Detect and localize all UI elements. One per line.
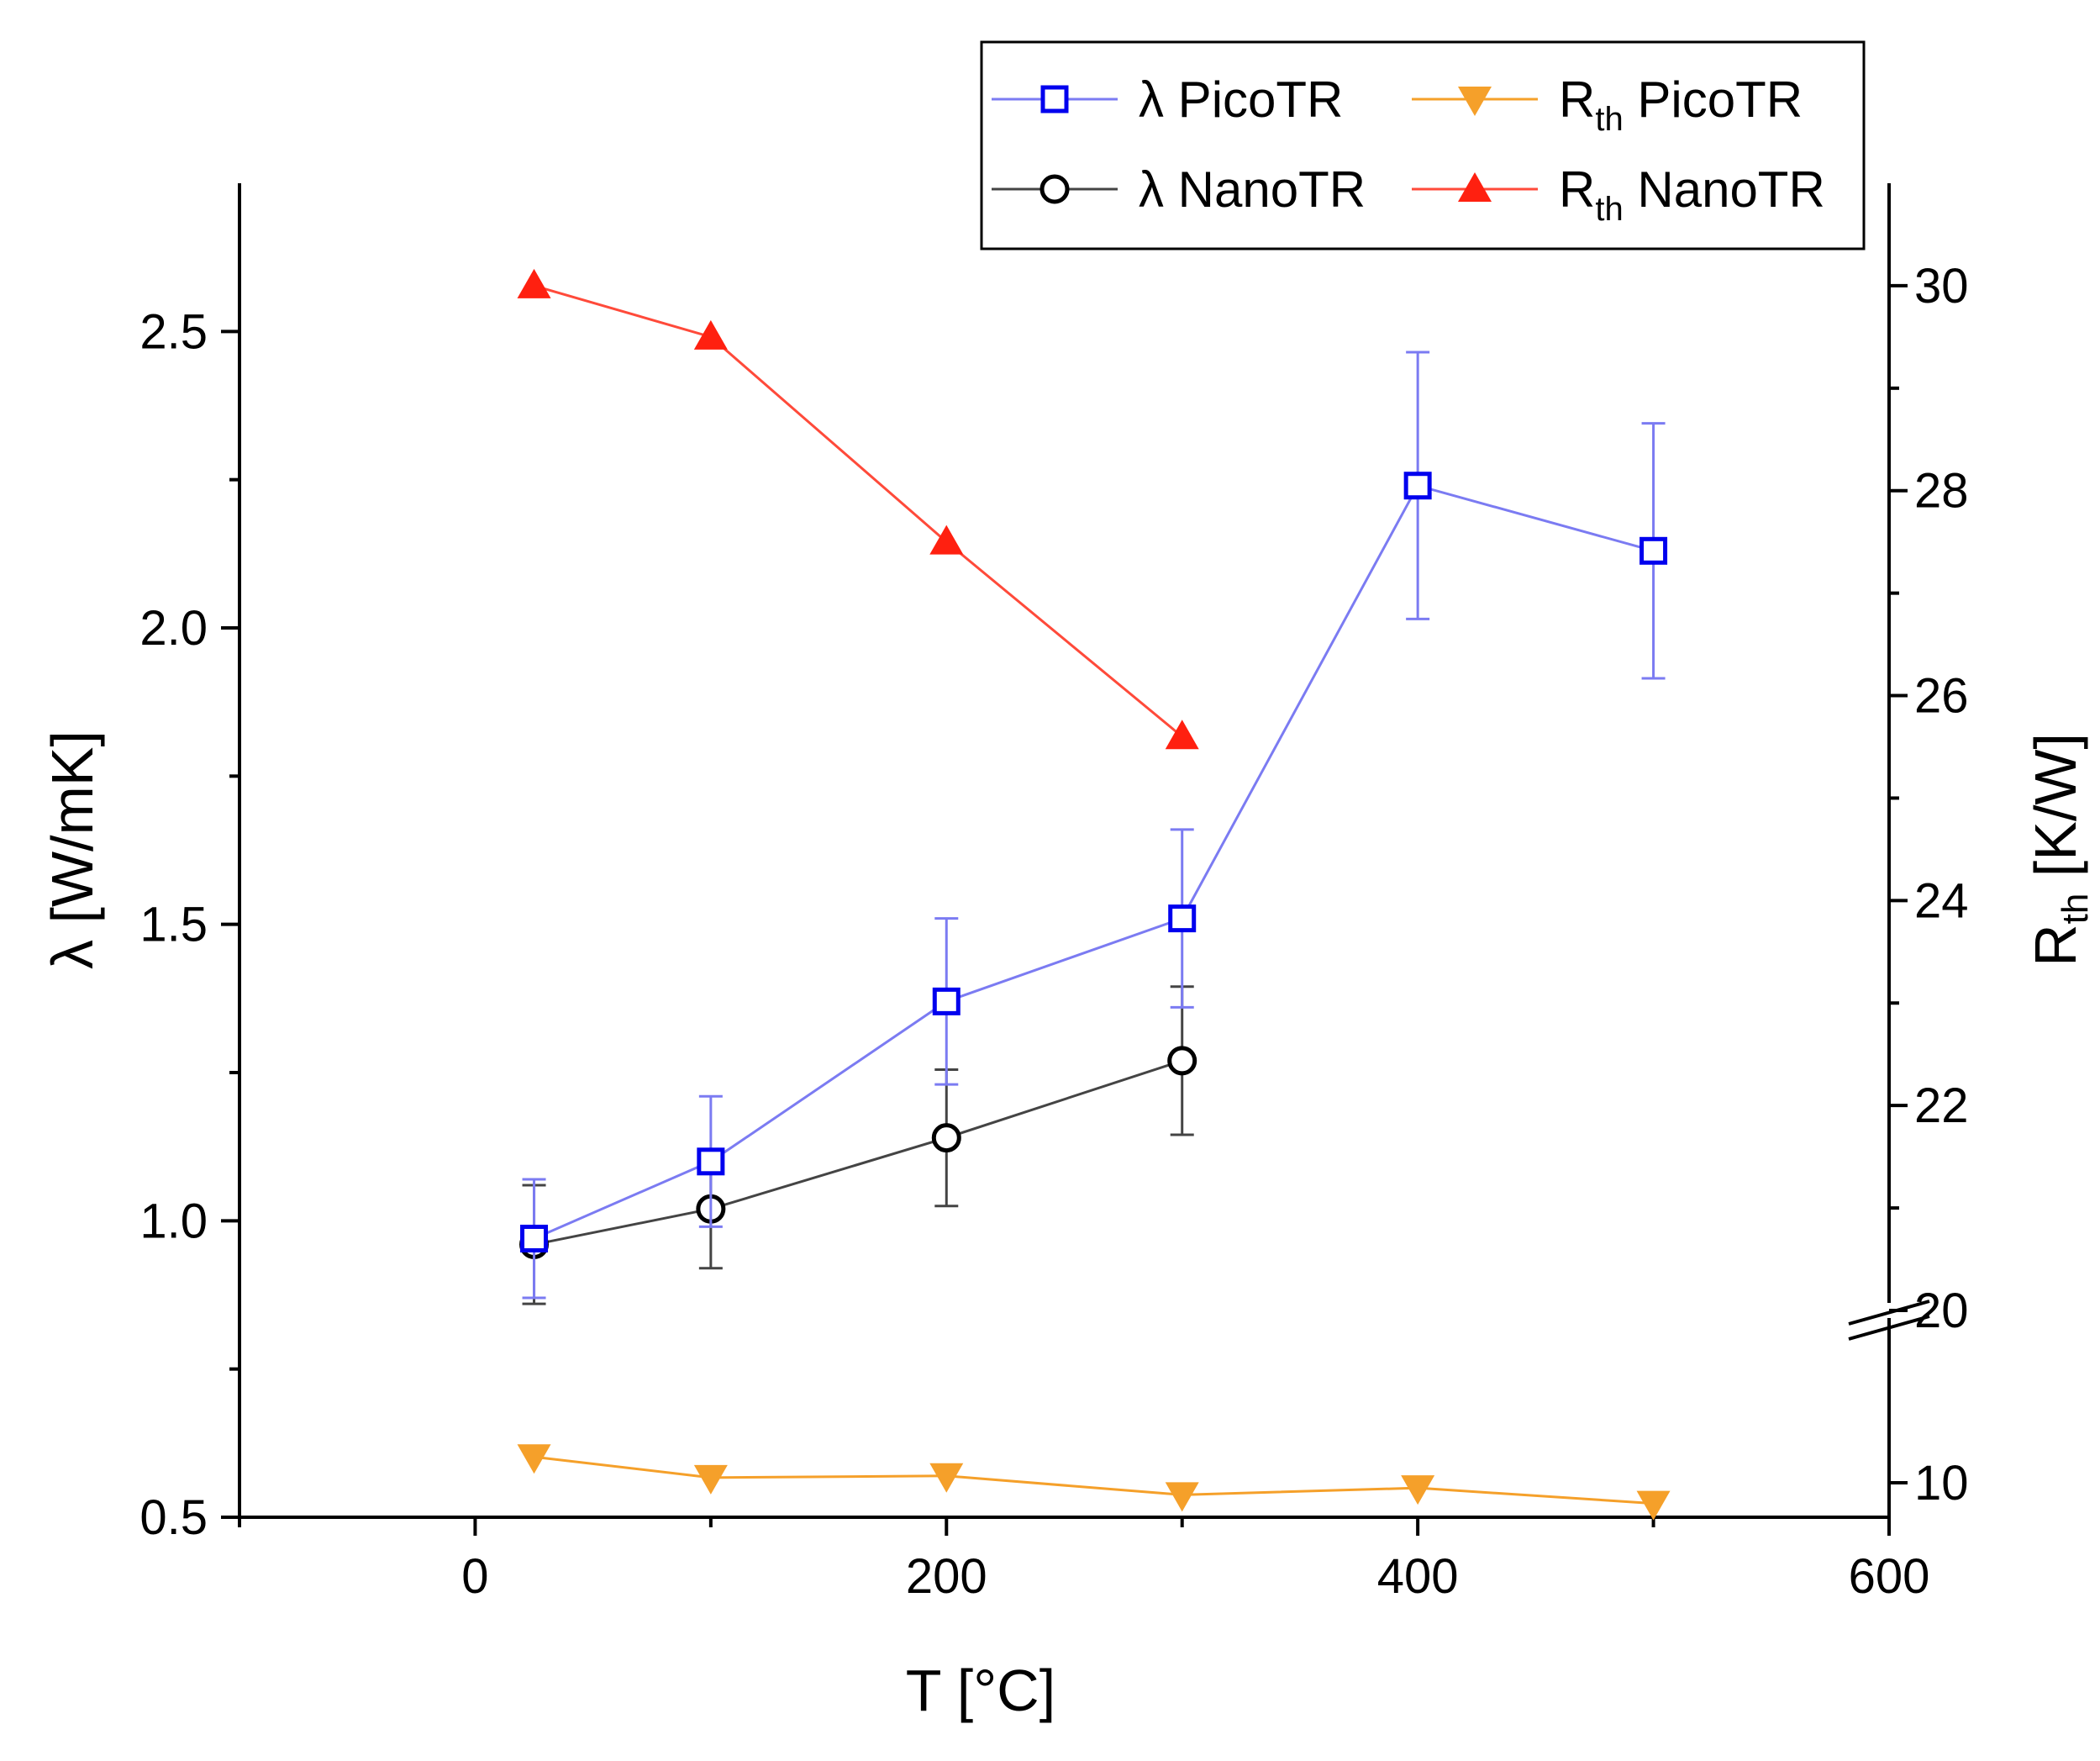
legend-swatch-marker xyxy=(1039,174,1070,204)
data-point xyxy=(1639,536,1668,565)
data-point xyxy=(1165,720,1199,750)
series-rth-picotr xyxy=(517,1444,1671,1521)
series-layer xyxy=(517,268,1671,1521)
legend-item-nanotr: λ NanoTR xyxy=(992,161,1366,218)
right-y-tick-label: 30 xyxy=(1914,259,1969,314)
axis-break-marker xyxy=(1848,1300,1930,1341)
left-y-tick-label: 1.0 xyxy=(139,1194,208,1248)
legend-label: Rth NanoTR xyxy=(1559,161,1825,228)
data-point xyxy=(517,1444,551,1474)
right-y-axis-title: Rth [K/W] xyxy=(2023,733,2096,967)
series-picotr xyxy=(520,351,1668,1300)
legend-swatch-marker xyxy=(1458,172,1492,202)
x-tick-label: 200 xyxy=(906,1549,987,1604)
right-y-tick-label: 20 xyxy=(1914,1284,1969,1338)
data-point xyxy=(1165,1482,1199,1512)
data-point xyxy=(693,1464,728,1495)
legend-label: λ NanoTR xyxy=(1139,161,1366,218)
right-y-ticks: 10 20 22 24 26 28 30 xyxy=(1889,259,1969,1511)
legend-swatch-marker xyxy=(1040,85,1069,113)
data-point xyxy=(932,987,961,1015)
series-line-nanotr xyxy=(534,1059,1183,1247)
data-point xyxy=(931,1123,961,1153)
left-y-tick-label: 1.5 xyxy=(139,898,208,952)
x-tick-label: 600 xyxy=(1849,1549,1930,1604)
data-point xyxy=(1401,1475,1435,1505)
left-y-tick-label: 2.0 xyxy=(139,601,208,656)
x-axis-title: T [°C] xyxy=(906,1658,1055,1723)
data-point xyxy=(1403,472,1432,500)
data-point xyxy=(520,1224,549,1252)
left-y-tick-label: 0.5 xyxy=(139,1490,208,1545)
legend-label: λ PicoTR xyxy=(1139,71,1343,128)
series-line-rth-nanotr xyxy=(534,284,1183,738)
legend-item-picotr: λ PicoTR xyxy=(992,71,1343,128)
legend-item-rth-nanotr: Rth NanoTR xyxy=(1412,161,1825,228)
series-line-rth-picotr xyxy=(534,1455,1654,1505)
series-rth-nanotr xyxy=(517,268,1199,750)
right-y-tick-label: 26 xyxy=(1914,669,1969,724)
data-point xyxy=(929,1463,964,1493)
data-point xyxy=(517,268,551,298)
series-line-picotr xyxy=(533,483,1654,1240)
x-ticks: 0 200 400 600 xyxy=(238,1517,1930,1604)
data-point xyxy=(693,319,728,350)
x-tick-label: 0 xyxy=(461,1549,488,1604)
x-tick-label: 400 xyxy=(1377,1549,1459,1604)
left-y-axis-title: λ [W/mK] xyxy=(39,730,105,969)
legend-box xyxy=(980,40,1866,250)
legend-label: Rth PicoTR xyxy=(1559,71,1803,138)
right-y-tick-label: 22 xyxy=(1914,1078,1969,1133)
legend: λ PicoTR Rth PicoTR λ NanoTR Rth NanoTR xyxy=(980,40,1866,250)
data-point xyxy=(1636,1490,1671,1521)
right-y-tick-label: 24 xyxy=(1914,873,1969,928)
data-point xyxy=(1168,904,1197,933)
right-y-tick-label: 28 xyxy=(1914,464,1969,519)
data-point xyxy=(1167,1046,1197,1076)
series-nanotr xyxy=(519,985,1197,1305)
right-y-tick-label: 10 xyxy=(1914,1456,1969,1511)
left-y-tick-label: 2.5 xyxy=(139,304,208,359)
left-y-ticks: 0.5 1.0 1.5 2.0 2.5 xyxy=(139,304,239,1545)
legend-item-rth-picotr: Rth PicoTR xyxy=(1412,71,1803,138)
data-point xyxy=(697,1147,725,1176)
legend-swatch-marker xyxy=(1458,87,1492,116)
data-point xyxy=(929,525,964,555)
